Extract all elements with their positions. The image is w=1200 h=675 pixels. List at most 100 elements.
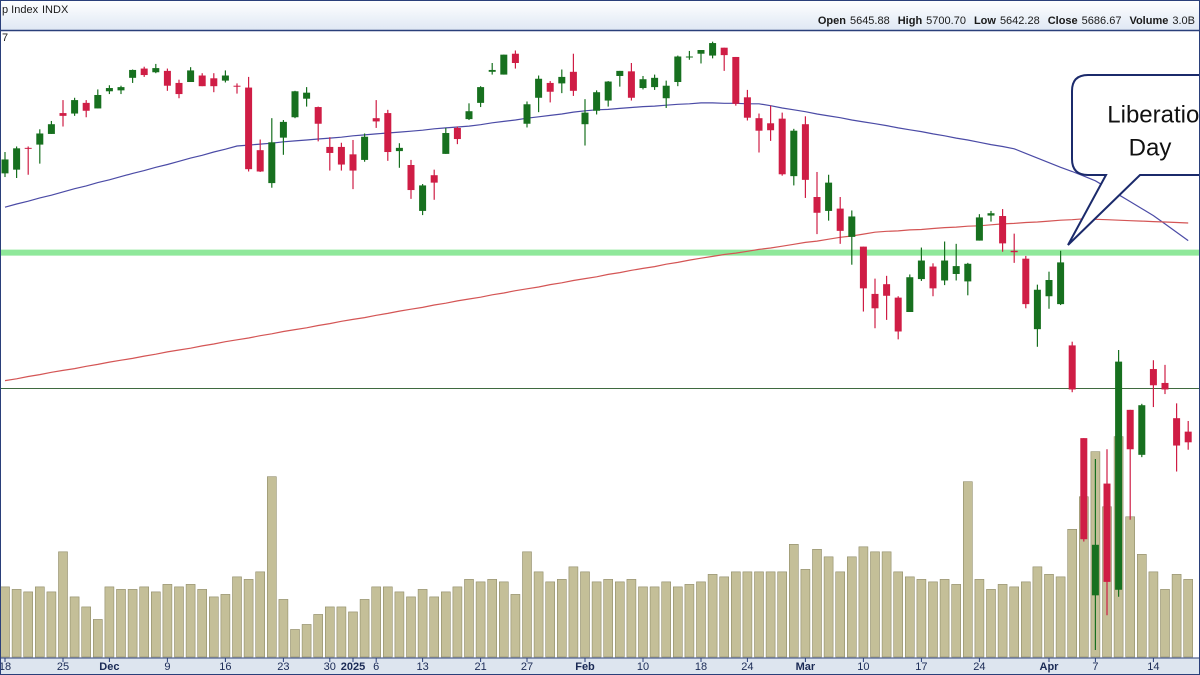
stat-value: 5642.28 <box>1000 15 1040 27</box>
x-tick-label: 13 <box>416 661 428 673</box>
stat-value: 5686.67 <box>1082 15 1122 27</box>
volume-bar <box>243 579 254 658</box>
volume-bar <box>533 571 544 658</box>
volume-bar <box>614 581 625 658</box>
candle-body <box>639 79 647 89</box>
volume-bar <box>672 586 683 658</box>
volume-bar <box>1125 516 1135 658</box>
candle-body <box>1161 382 1169 390</box>
candle-body <box>279 121 287 138</box>
volume-bar <box>823 556 834 658</box>
volume-bar <box>162 584 173 658</box>
stat-label: Low <box>974 15 996 27</box>
volume-bar <box>603 579 614 658</box>
volume-bar <box>997 584 1008 658</box>
candle-body <box>1091 544 1099 596</box>
candle-body <box>535 78 543 98</box>
candle-body <box>790 130 798 177</box>
volume-bar <box>185 584 196 658</box>
candle-body <box>152 68 160 73</box>
volume-bar <box>1032 566 1043 658</box>
candle-body <box>523 104 531 124</box>
volume-bar <box>580 571 590 658</box>
volume-bar <box>382 586 393 658</box>
candle-body <box>1057 262 1065 305</box>
volume-bar <box>348 611 358 658</box>
candle-body <box>419 185 427 211</box>
volume-bar <box>0 586 10 658</box>
volume-bar <box>858 546 869 658</box>
volume-bar <box>1183 579 1193 658</box>
candle-body <box>430 175 438 183</box>
x-tick-label: 18 <box>695 661 707 673</box>
candle-body <box>337 146 345 165</box>
volume-bar <box>928 581 938 658</box>
candle-body <box>813 197 821 213</box>
candle-body <box>256 150 264 172</box>
candle-body <box>1138 405 1146 455</box>
volume-bar <box>417 589 428 658</box>
candle-body <box>964 263 972 282</box>
x-tick-label: 30 <box>324 661 336 673</box>
candle-body <box>187 70 195 83</box>
candle-body <box>1149 369 1157 386</box>
volume-bar <box>220 594 231 658</box>
volume-bar <box>846 556 857 658</box>
candle-body <box>361 136 369 160</box>
candle-body <box>140 68 148 76</box>
candle-body <box>163 70 171 86</box>
volume-bar <box>1044 574 1054 658</box>
candle-body <box>917 260 925 280</box>
volume-bar <box>336 606 347 658</box>
candle-body <box>709 43 717 56</box>
stat-value: 5645.88 <box>850 15 890 27</box>
volume-bar <box>278 599 289 658</box>
x-tick-label: Feb <box>575 661 595 673</box>
x-tick-label: 17 <box>915 661 927 673</box>
volume-bar <box>870 551 880 658</box>
volume-bar <box>11 589 22 658</box>
volume-bar <box>916 579 927 658</box>
candle-body <box>442 133 450 154</box>
candle-body <box>175 82 183 95</box>
x-tick-label: 10 <box>637 661 649 673</box>
volume-bar <box>754 571 764 658</box>
volume-bar <box>209 596 219 658</box>
candle-body <box>303 92 311 99</box>
volume-bar <box>1171 574 1182 658</box>
volume-bar <box>649 586 660 658</box>
candle-body <box>871 293 879 309</box>
volume-bar <box>684 584 695 658</box>
candle-body <box>975 217 983 241</box>
x-tick-label: 24 <box>973 661 985 673</box>
candle-body <box>1080 438 1088 540</box>
volume-bar <box>359 599 370 658</box>
volume-bar <box>719 576 730 658</box>
volume-bar <box>1067 528 1077 658</box>
volume-bar <box>232 576 242 658</box>
volume-bar <box>23 591 34 658</box>
candle-body <box>558 76 566 84</box>
volume-bar <box>1137 554 1147 658</box>
candle-body <box>94 94 102 109</box>
volume-bar <box>1020 581 1031 658</box>
candle-body <box>755 118 763 131</box>
candle-body <box>59 113 67 116</box>
candle-body <box>883 284 891 296</box>
volume-bar <box>394 591 405 658</box>
x-tick-label: 9 <box>164 661 170 673</box>
volume-bar <box>696 581 706 658</box>
candle-body <box>291 91 299 118</box>
candle-body <box>1103 483 1111 582</box>
candle-body <box>24 147 32 149</box>
stat-label: Volume <box>1129 15 1168 27</box>
candle-body <box>1022 258 1030 305</box>
candle-body <box>1173 418 1181 446</box>
volume-bar <box>788 544 799 658</box>
candle-body <box>627 71 635 98</box>
candle-body <box>1 159 9 174</box>
x-tick-label: 21 <box>474 661 486 673</box>
volume-bar <box>765 571 776 658</box>
x-tick-label: 7 <box>1092 661 1098 673</box>
